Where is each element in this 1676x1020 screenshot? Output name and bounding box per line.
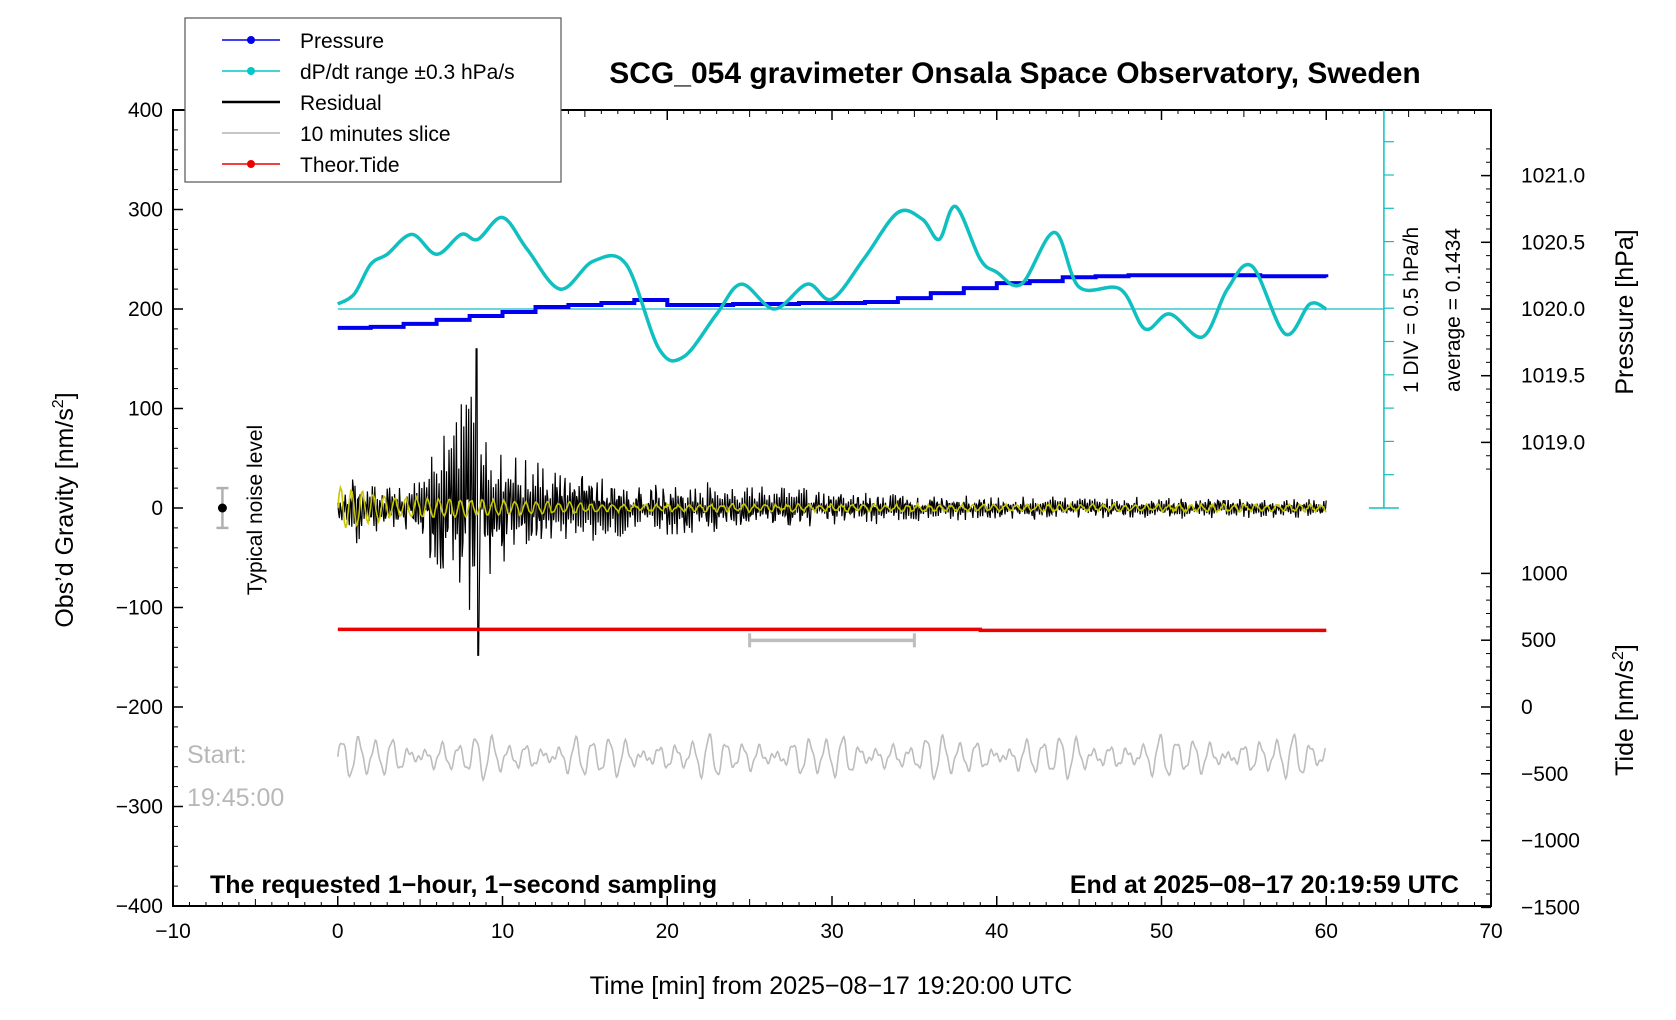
legend-label: 10 minutes slice [300,123,451,146]
filtered-residual-line [337,484,1327,529]
pressure-tick-label: 1019.0 [1521,431,1585,454]
y-tick-label: −300 [116,796,163,819]
y-tick-label: −400 [116,895,163,918]
slice-trace-line [337,732,1327,783]
sampling-note: The requested 1−hour, 1−second sampling [210,871,717,899]
x-tick-label: 30 [820,920,843,943]
tide-tick-label: −1500 [1521,896,1580,919]
tide-series-line [337,627,1327,633]
end-time-note: End at 2025−08−17 20:19:59 UTC [1070,871,1459,899]
x-tick-label: 0 [332,920,344,943]
y-tick-label: −100 [116,597,163,620]
legend-label: Theor.Tide [300,154,400,177]
pressure-series-line [337,273,1329,330]
y-tick-label: 200 [128,298,163,321]
x-axis-label: Time [min] from 2025−08−17 19:20:00 UTC [590,972,1073,1000]
pressure-tick-label: 1020.0 [1521,298,1585,321]
x-tick-label: 10 [491,920,514,943]
y-axis-label-left: Obs’d Gravity [nm/s2] [50,392,79,627]
y-tick-label: −200 [116,696,163,719]
start-time: 19:45:00 [187,784,284,812]
pressure-tick-label: 1021.0 [1521,165,1585,188]
legend-marker [247,67,255,75]
legend-marker [247,160,255,168]
average-label: average = 0.1434 [1442,228,1465,392]
y-axis-pressure: 1021.0 1020.5 1020.0 1019.5 1019.0 [1481,148,1585,470]
noise-label: Typical noise level [244,425,267,595]
noise-marker-dot [217,503,227,513]
chart-title: SCG_054 gravimeter Onsala Space Observat… [609,57,1421,90]
x-axis: −10 0 10 20 30 40 50 60 70 [155,110,1503,943]
pressure-tick-label: 1020.5 [1521,231,1585,254]
y-axis-left: 400 300 200 100 0 −100 −200 −300 −400 [116,99,183,918]
x-tick-label: −10 [155,920,191,943]
y-tick-label: 300 [128,199,163,222]
legend: Pressure dP/dt range ±0.3 hPa/s Residual 10… [184,17,562,183]
legend-label: Pressure [300,30,384,53]
tide-tick-label: 0 [1521,696,1533,719]
residual-series-line [337,348,1327,656]
legend-label: Residual [300,92,382,115]
tide-tick-label: 500 [1521,629,1556,652]
tide-tick-label: −500 [1521,763,1568,786]
x-tick-label: 50 [1150,920,1173,943]
legend-marker [247,36,255,44]
x-tick-label: 60 [1315,920,1338,943]
pressure-tick-label: 1019.5 [1521,365,1585,388]
dpdt-series-line [336,204,1328,363]
y-axis-label-tide: Tide [nm/s2] [1610,644,1639,776]
legend-label: dP/dt range ±0.3 hPa/s [300,61,515,84]
y-axis-tide: 1000 500 0 −500 −1000 −1500 [1481,562,1580,919]
y-tick-label: 0 [151,497,163,520]
side-scale-label: 1 DIV = 0.5 hPa/h [1400,227,1423,393]
tide-tick-label: 1000 [1521,562,1568,585]
start-label: Start: [187,741,247,769]
y-tick-label: 400 [128,99,163,122]
y-tick-label: 100 [128,398,163,421]
y-axis-label-pressure: Pressure [hPa] [1611,229,1639,394]
x-tick-label: 20 [656,920,679,943]
x-tick-label: 40 [985,920,1008,943]
legend-box [184,17,562,183]
x-tick-label: 70 [1479,920,1502,943]
tide-tick-label: −1000 [1521,830,1580,853]
